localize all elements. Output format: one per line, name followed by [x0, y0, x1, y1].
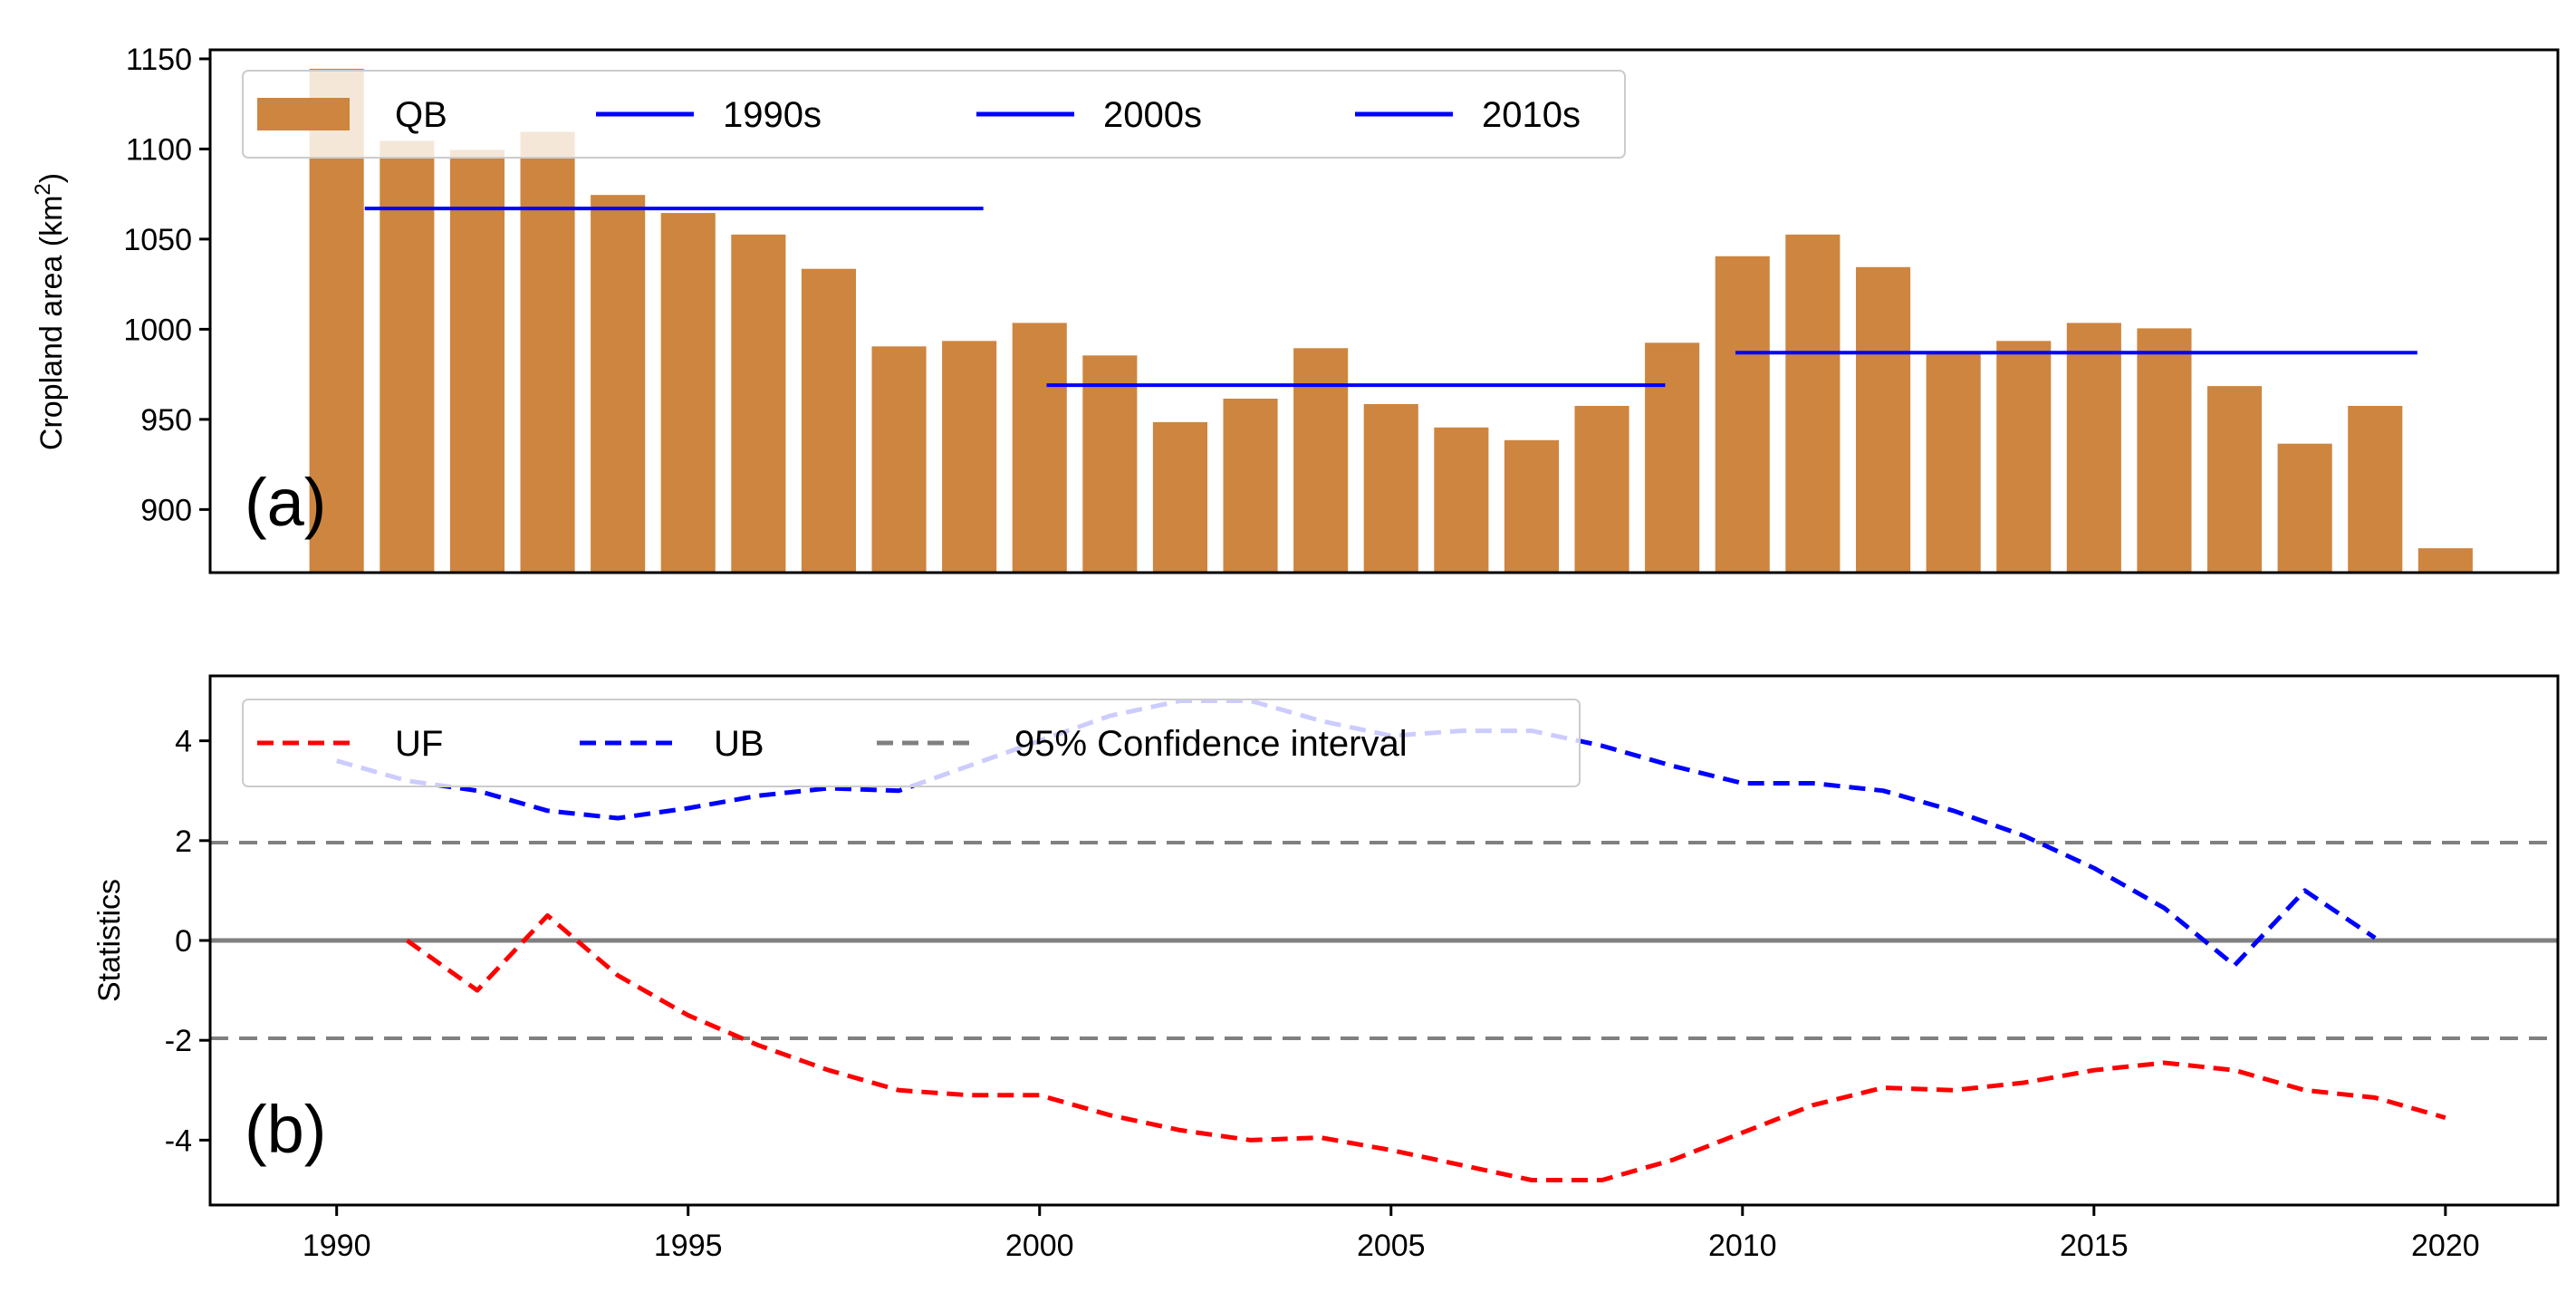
- panel-b-legend: UF UB 95% Confidence interval: [242, 699, 1581, 787]
- y-tick-label-b-0: 0: [175, 924, 192, 959]
- bar-2006: [1432, 425, 1491, 574]
- bar-2000: [1010, 321, 1069, 574]
- y-tick-label-b--2: -2: [165, 1024, 192, 1058]
- bar-1993: [518, 130, 577, 574]
- panel-b-y-axis: -4 -2 0 2 4: [165, 725, 210, 1158]
- panel-a-legend: QB 1990s 2000s 2010s: [242, 70, 1626, 159]
- x-tick-label-2020: 2020: [2411, 1229, 2480, 1263]
- legend-label-qb: QB: [395, 95, 447, 135]
- bar-1998: [870, 344, 928, 574]
- bar-2009: [1643, 341, 1702, 574]
- y-tick-label-a-1000: 1000: [123, 313, 192, 347]
- bar-2018: [2275, 441, 2334, 574]
- panel-a-y-axis-label-sup: 2: [31, 183, 55, 195]
- x-tick-label-2010: 2010: [1708, 1229, 1777, 1263]
- x-tick-label-1995: 1995: [654, 1229, 723, 1263]
- legend-label-2010s: 2010s: [1482, 95, 1581, 135]
- y-tick-label-b-2: 2: [175, 824, 192, 859]
- legend-label-confidence-interval: 95% Confidence interval: [1014, 724, 1408, 764]
- bar-2010: [1713, 254, 1772, 574]
- panel-b-label: (b): [245, 1092, 326, 1167]
- bar-2019: [2346, 404, 2405, 574]
- panel-a-y-axis: 900 950 1000 1050 1100 1150: [123, 43, 210, 527]
- bar-1996: [729, 232, 788, 574]
- bar-2013: [1924, 350, 1983, 574]
- y-tick-label-a-1150: 1150: [126, 43, 192, 77]
- bar-2007: [1502, 438, 1562, 574]
- y-tick-label-a-1100: 1100: [126, 132, 192, 167]
- y-tick-label-a-900: 900: [140, 493, 192, 527]
- panel-a-label: (a): [245, 465, 326, 540]
- panel-b-reference-lines: [210, 841, 2558, 1040]
- legend-label-ub: UB: [714, 724, 764, 764]
- bar-2004: [1292, 346, 1350, 574]
- bar-2015: [2064, 321, 2123, 574]
- panel-a-bars: [307, 66, 2475, 574]
- x-tick-label-2000: 2000: [1005, 1229, 1074, 1263]
- bar-2001: [1081, 353, 1139, 574]
- panel-a-legend-box: [242, 70, 1626, 159]
- panel-a: 900 950 1000 1050 1100 1150 Cropland area (km…: [31, 43, 2560, 574]
- y-tick-label-b--4: -4: [165, 1123, 192, 1158]
- legend-label-1990s: 1990s: [723, 95, 822, 135]
- panel-a-y-axis-label: Cropland area (km2): [31, 173, 70, 450]
- y-tick-label-a-1050: 1050: [123, 223, 192, 257]
- bar-2008: [1572, 404, 1631, 574]
- panel-a-plot-frame: [208, 48, 2560, 574]
- bar-2017: [2206, 384, 2264, 574]
- bar-1999: [940, 339, 999, 574]
- bar-1997: [799, 266, 859, 574]
- bar-2014: [1994, 339, 2053, 574]
- legend-label-uf: UF: [395, 724, 443, 764]
- bar-1992: [447, 148, 506, 574]
- bar-1995: [658, 211, 717, 574]
- bar-2011: [1783, 232, 1842, 574]
- panel-a-y-axis-label-close: ): [34, 173, 69, 183]
- bar-2005: [1361, 402, 1420, 574]
- legend-label-2000s: 2000s: [1103, 95, 1202, 135]
- panel-b-x-axis: 1990 1995 2000 2005 2010 2015 2020: [303, 1205, 2480, 1263]
- panel-a-decade-means: [364, 207, 2417, 388]
- x-tick-label-1990: 1990: [303, 1229, 371, 1263]
- bar-2003: [1221, 397, 1280, 574]
- y-tick-label-a-950: 950: [140, 403, 192, 438]
- panel-b-y-axis-label: Statistics: [92, 879, 127, 1002]
- panel-b: -4 -2 0 2 4 1990 1995 2000 2005 2010 2015 2020 Sta…: [92, 674, 2560, 1263]
- bar-1991: [378, 139, 437, 574]
- bar-2020: [2416, 546, 2475, 574]
- panel-a-y-axis-label-main: Cropland area (km: [34, 196, 69, 451]
- bar-2016: [2135, 326, 2194, 574]
- bar-2012: [1854, 265, 1913, 574]
- series-line-uf: [405, 913, 2446, 1182]
- x-tick-label-2005: 2005: [1357, 1229, 1426, 1263]
- x-tick-label-2015: 2015: [2060, 1229, 2129, 1263]
- bar-2002: [1150, 419, 1210, 574]
- legend-swatch-qb: [257, 98, 350, 130]
- y-tick-label-b-4: 4: [175, 725, 192, 759]
- bar-1994: [589, 193, 648, 574]
